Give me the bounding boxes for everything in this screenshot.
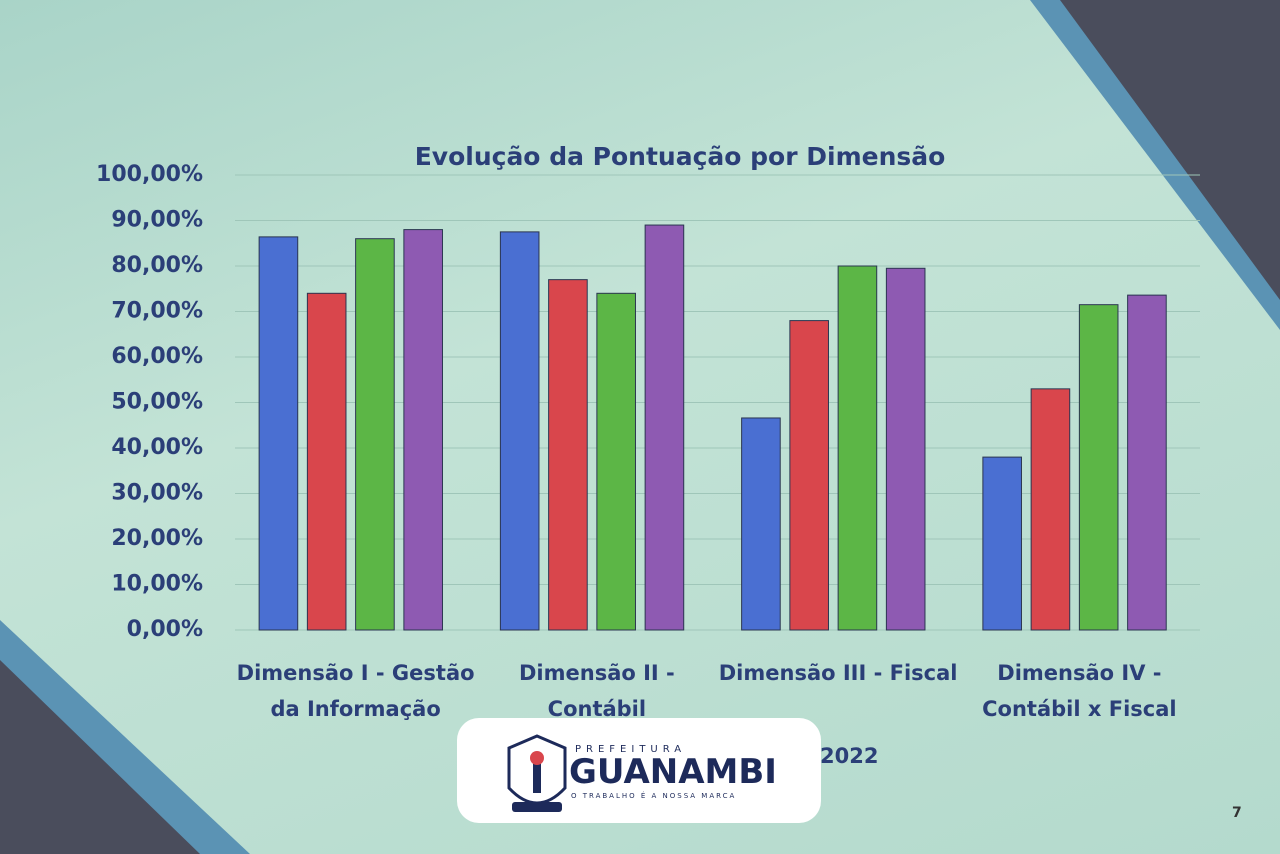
y-tick-label: 60,00% [111,344,203,369]
page-number: 7 [1232,805,1242,821]
y-tick-label: 90,00% [111,208,203,233]
y-tick-label: 50,00% [111,390,203,415]
y-tick-label: 80,00% [111,253,203,278]
bar [499,231,540,631]
bar [644,224,685,631]
chart-title: Evolução da Pontuação por Dimensão [415,142,946,171]
y-tick-label: 0,00% [127,617,203,642]
x-tick-label: Dimensão III - Fiscal [718,661,958,685]
bar [1127,294,1167,631]
decor [0,660,200,854]
bar [885,267,926,631]
bar [596,292,636,631]
bar [355,238,395,631]
logo-slogan: O TRABALHO É A NOSSA MARCA [571,792,737,800]
bar [403,229,443,631]
y-tick-label: 70,00% [111,299,203,324]
legend-label: 2022 [820,744,878,768]
logo-top-text: PREFEITURA [575,744,687,755]
bar [789,320,829,631]
logo-emblem [507,734,567,812]
bar [1030,388,1071,631]
bar [548,279,588,631]
y-tick-label: 30,00% [111,481,203,506]
bar [982,456,1022,631]
y-tick-label: 10,00% [111,572,203,597]
y-tick-label: 40,00% [111,435,203,460]
bar [306,292,347,631]
y-tick-label: 100,00% [96,162,203,187]
x-tick-label: Dimensão IV - Contábil x Fiscal [982,661,1177,721]
bar [837,265,878,631]
decor [1060,0,1280,300]
logo: PREFEITURA GUANAMBI O TRABALHO É A NOSSA… [457,718,821,823]
y-tick-label: 20,00% [111,526,203,551]
logo-name: GUANAMBI [569,752,777,792]
x-tick-label: Dimensão II - Contábil [518,661,675,721]
bar [1078,304,1119,631]
bar [258,236,299,631]
x-tick-label: Dimensão I - Gestão da Informação [236,661,475,721]
bar [741,417,781,631]
